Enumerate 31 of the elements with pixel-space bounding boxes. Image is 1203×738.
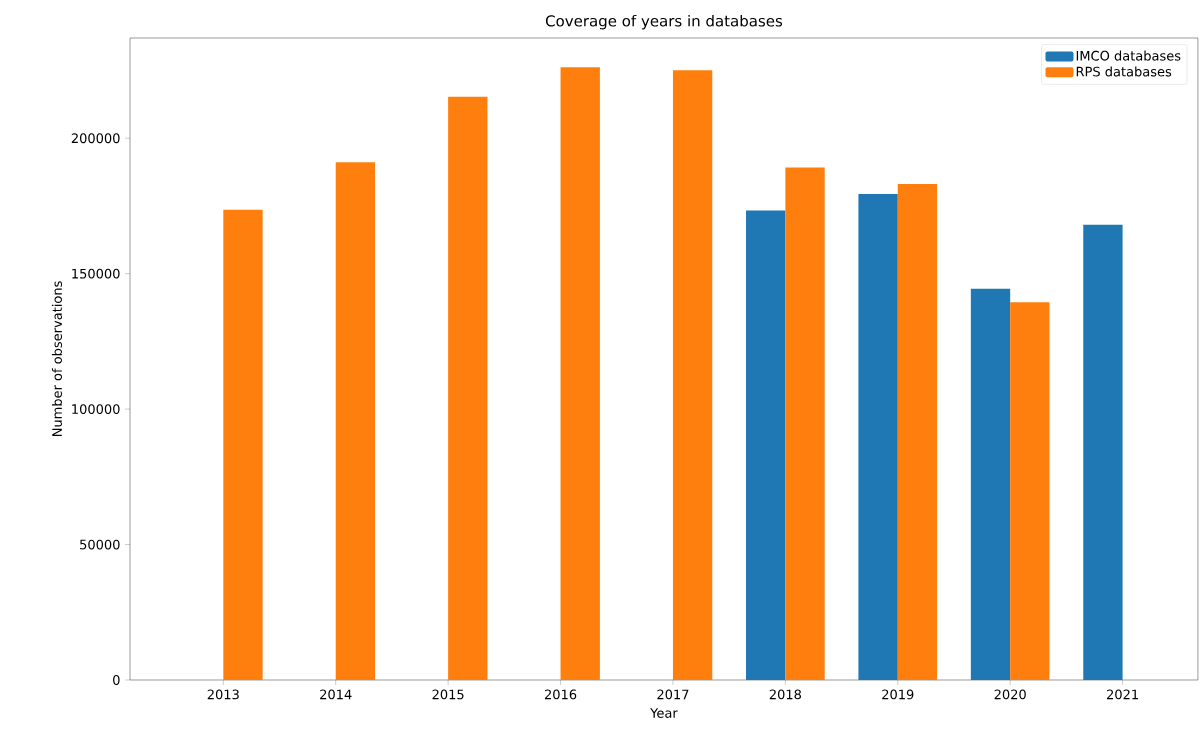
y-tick-label: 50000 — [80, 539, 120, 550]
y-tick-label: 200000 — [71, 133, 120, 144]
x-axis-title: Year — [650, 708, 678, 718]
bar — [448, 96, 488, 680]
x-tick-label: 2018 — [769, 689, 802, 700]
bar — [970, 288, 1011, 680]
x-tick-label: 2019 — [882, 689, 914, 700]
x-tick-label: 2013 — [207, 689, 239, 700]
y-axis-title: Number of observations — [51, 281, 62, 437]
bar — [672, 70, 713, 680]
x-tick-label: 2020 — [994, 689, 1026, 700]
bar — [858, 194, 898, 680]
bar — [335, 162, 376, 680]
bar — [746, 210, 786, 680]
y-tick-label: 100000 — [72, 404, 120, 415]
bar — [785, 167, 825, 680]
x-tick-label: 2017 — [657, 689, 689, 700]
x-tick-label: 2015 — [432, 689, 464, 700]
bar — [1010, 302, 1050, 680]
bar — [1083, 224, 1123, 680]
x-tick-label: 2016 — [544, 689, 577, 700]
bar — [897, 184, 938, 680]
chart-title: Coverage of years in databases — [545, 14, 783, 30]
y-tick-label: 150000 — [72, 268, 120, 279]
bar — [223, 209, 263, 680]
legend-label: RPS databases — [1076, 66, 1172, 77]
bar — [560, 67, 600, 680]
y-tick-label: 0 — [113, 675, 120, 685]
x-tick-label: 2021 — [1107, 689, 1138, 700]
x-tick-label: 2014 — [320, 689, 352, 700]
legend-label: IMCO databases — [1076, 50, 1181, 61]
